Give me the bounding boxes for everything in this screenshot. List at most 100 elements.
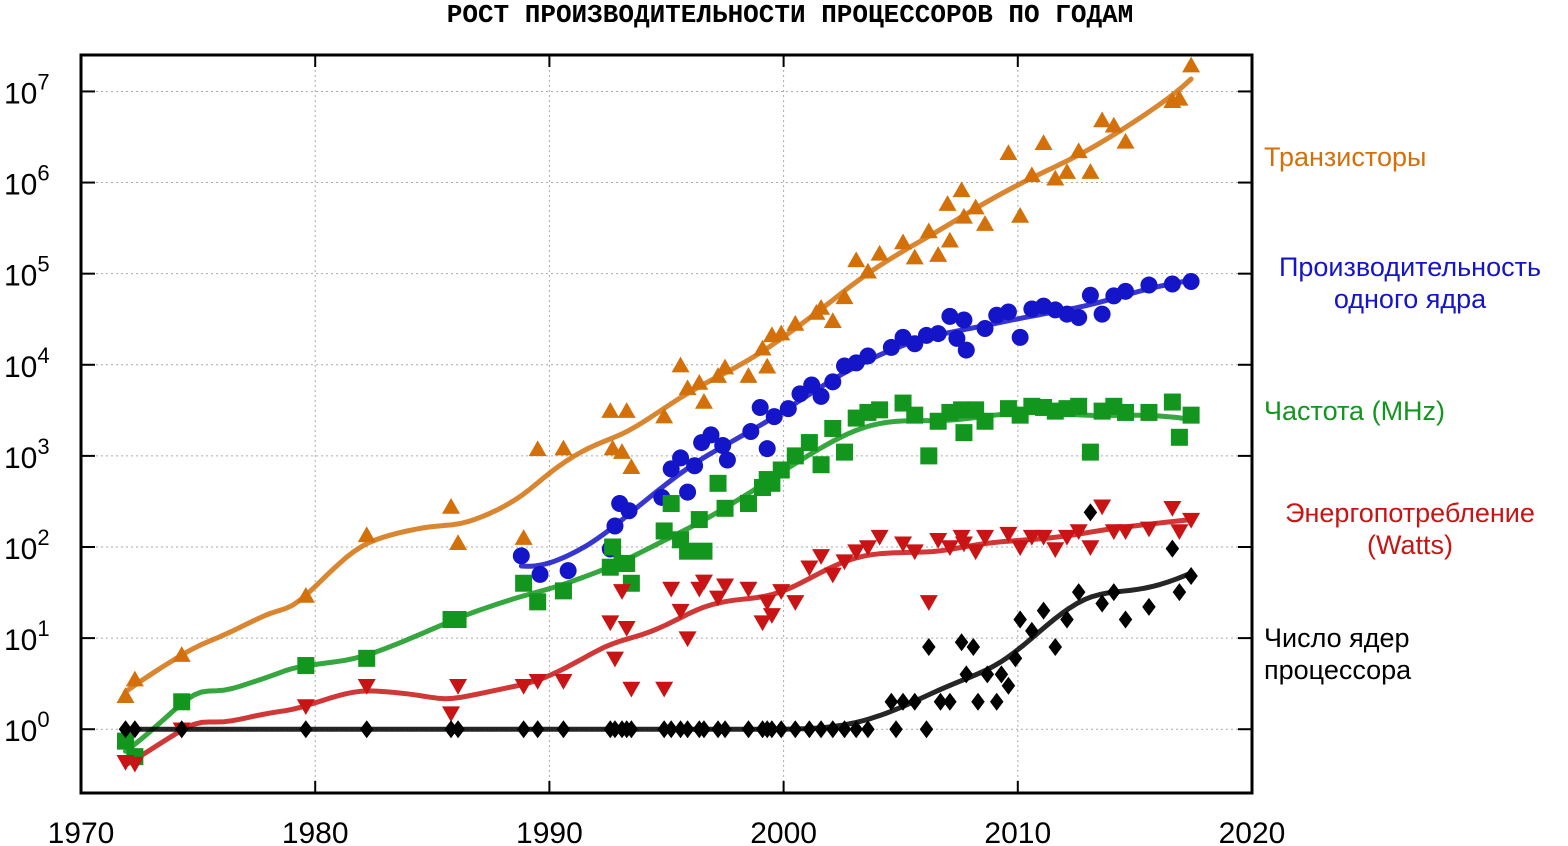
data-point-series-0-41 [952,181,971,198]
data-point-series-1-32 [929,325,947,343]
data-point-series-3-8 [528,674,547,690]
data-point-series-3-44 [976,529,995,546]
data-point-series-3-30 [812,549,831,565]
y-tick-label-7: 107 [4,69,50,110]
data-point-series-0-4 [357,526,376,543]
data-point-series-4-15 [657,720,671,739]
x-tick-label-2000: 2000 [750,817,817,846]
data-point-series-0-39 [938,195,957,211]
data-point-series-0-2 [172,646,191,662]
data-point-series-2-41 [953,401,971,419]
data-point-series-3-27 [772,584,791,600]
data-point-series-0-50 [1057,163,1076,179]
data-point-series-4-57 [1071,583,1086,602]
data-point-series-0-33 [858,262,877,279]
data-point-series-4-61 [1118,610,1133,629]
data-point-series-1-24 [824,373,842,391]
data-point-series-1-0 [512,547,530,565]
data-point-series-0-6 [449,534,468,550]
data-point-series-4-29 [802,720,817,739]
data-point-series-2-22 [716,499,734,517]
marker-group-series-2 [116,393,1200,766]
data-point-series-0-37 [919,222,938,239]
data-point-series-0-14 [622,458,641,475]
data-point-series-0-47 [1022,166,1041,183]
data-point-series-3-56 [1139,521,1158,538]
marker-group-series-0 [116,56,1201,704]
data-point-series-4-3 [299,720,313,739]
data-point-series-0-19 [694,393,713,409]
data-point-series-3-23 [739,581,758,598]
data-point-series-1-9 [672,449,690,467]
data-point-series-4-33 [849,720,863,739]
data-point-series-2-4 [358,649,376,667]
data-point-series-3-6 [449,679,468,695]
data-point-series-0-7 [514,529,533,545]
data-point-series-3-53 [1093,499,1112,516]
data-point-series-1-4 [606,517,624,535]
data-point-series-0-1 [125,670,144,687]
data-point-series-2-42 [955,424,973,442]
data-point-series-3-17 [671,603,690,620]
data-point-series-0-23 [753,339,772,356]
data-point-series-0-44 [976,215,995,231]
data-point-series-0-58 [1182,56,1201,73]
y-tick-label-6: 106 [4,161,50,202]
trend-line-series-2 [123,410,1194,754]
data-point-series-1-45 [1070,309,1088,327]
data-point-series-2-7 [515,574,533,592]
data-point-series-4-46 [971,692,985,711]
data-point-series-3-3 [296,699,315,715]
data-point-series-4-2 [174,720,189,739]
data-point-series-1-37 [976,320,994,338]
marker-group-series-1 [512,273,1200,583]
data-point-series-4-11 [608,720,622,739]
data-point-series-3-37 [905,544,924,561]
data-point-series-1-35 [955,311,973,329]
data-point-series-1-21 [791,385,809,403]
data-point-series-4-7 [516,720,531,739]
data-point-series-2-28 [786,447,804,465]
data-point-series-4-39 [919,720,934,739]
data-point-series-3-32 [835,554,854,571]
data-point-series-0-22 [739,367,758,383]
data-point-series-4-55 [1048,637,1063,656]
data-point-series-3-59 [1182,512,1201,529]
data-point-series-3-18 [678,631,697,648]
data-point-series-4-56 [1060,610,1074,629]
data-point-series-0-34 [870,244,889,261]
data-point-series-4-34 [861,720,875,739]
data-point-series-2-52 [1081,443,1099,461]
x-tick-label-1990: 1990 [516,817,583,846]
data-point-series-4-16 [664,720,678,739]
data-point-series-0-13 [617,402,636,418]
data-point-series-4-6 [451,720,465,739]
data-point-series-3-51 [1069,524,1088,540]
data-point-series-3-58 [1170,524,1189,540]
data-point-series-4-0 [118,720,133,739]
data-point-series-1-18 [758,440,776,458]
data-point-series-0-26 [772,324,791,341]
data-point-series-3-54 [1104,524,1123,540]
y-tick-label-5: 105 [4,252,50,293]
data-point-series-3-25 [758,595,777,611]
data-point-series-4-49 [994,665,1009,684]
data-point-series-4-45 [966,637,981,656]
legend-entry-series-3-line-0: Энергопотребление [1285,498,1535,528]
chart-title: РОСТ ПРОИЗВОДИТЕЛЬНОСТИ ПРОЦЕССОРОВ ПО Г… [447,0,1134,30]
data-point-series-0-30 [823,312,842,329]
data-point-series-4-41 [933,692,948,711]
data-point-series-3-7 [514,679,533,695]
data-point-series-2-13 [618,554,636,572]
data-point-series-0-17 [678,379,697,396]
data-point-series-1-52 [1182,273,1200,291]
data-point-series-0-55 [1116,132,1135,149]
data-point-series-1-39 [999,303,1017,321]
data-point-series-0-21 [716,358,735,375]
data-point-series-3-40 [940,540,959,556]
data-point-series-3-21 [709,590,728,607]
data-point-series-4-54 [1036,601,1051,620]
data-point-series-2-9 [554,582,572,600]
